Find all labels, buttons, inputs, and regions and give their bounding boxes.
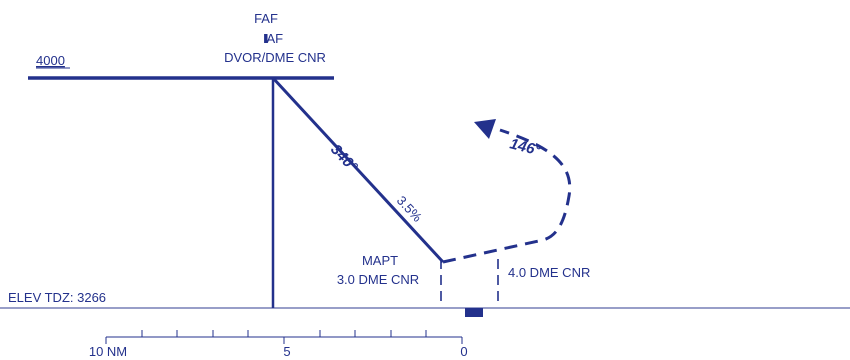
elevation-label: ELEV TDZ: 3266 [8, 290, 106, 305]
dme4-label: 4.0 DME CNR [508, 265, 590, 280]
scale-label-right: 0 [460, 344, 467, 359]
mapt-distance-label: 3.0 DME CNR [337, 272, 419, 287]
runway-symbol [465, 308, 483, 317]
altitude-label: 4000 [36, 53, 65, 68]
missed-approach-course-label: 146° [508, 135, 543, 159]
fix-name-label: DVOR/DME CNR [224, 50, 326, 65]
mapt-label: MAPT [362, 253, 398, 268]
missed-approach-path [442, 128, 572, 264]
missed-approach-arrowhead [474, 119, 496, 139]
gradient-label: 3.5% [394, 193, 425, 225]
faf-label: FAF [254, 11, 278, 26]
scale-label-left: 10 NM [89, 344, 127, 359]
descent-path [271, 76, 445, 264]
inbound-course-label: 340° [327, 141, 361, 176]
scale-label-middle: 5 [283, 344, 290, 359]
iaf-label: IAF [263, 31, 283, 46]
